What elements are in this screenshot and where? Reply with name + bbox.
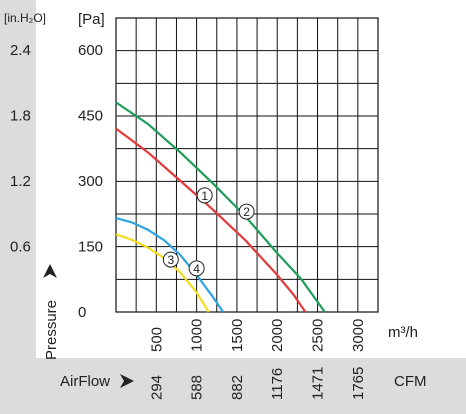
curve-marker-2: 2 xyxy=(238,203,255,220)
curves xyxy=(115,101,326,313)
bottom-axis-band xyxy=(0,358,466,414)
cfm-tick-label: 588 xyxy=(189,375,206,400)
m3h-tick-labels: 500 1000 1500 2000 2500 3000 xyxy=(148,319,367,352)
marker-label: 4 xyxy=(193,262,200,276)
cfm-tick-label: 1176 xyxy=(269,368,286,400)
m3h-tick-label: 500 xyxy=(148,327,165,352)
marker-circle xyxy=(188,260,205,277)
inh2o-tick-label: 0.6 xyxy=(10,239,31,256)
pa-tick-label: 0 xyxy=(78,304,86,321)
inh2o-tick-label: 1.2 xyxy=(10,173,31,190)
curve-1 xyxy=(115,127,307,313)
grid xyxy=(115,17,379,313)
cfm-tick-labels: 294 588 882 1176 1471 1765 xyxy=(148,367,367,400)
airflow-arrow-icon xyxy=(120,374,134,388)
marker-label: 3 xyxy=(167,253,174,267)
curve-marker-3: 3 xyxy=(162,251,179,268)
curve-2 xyxy=(115,101,326,313)
pressure-unit-inh2o: [in.H₂O] xyxy=(4,11,46,25)
inh2o-tick-label: 2.4 xyxy=(10,42,31,59)
marker-circle xyxy=(238,203,255,220)
left-axis-band xyxy=(0,0,36,414)
pa-tick-label: 600 xyxy=(78,42,103,59)
m3h-tick-label: 1000 xyxy=(189,319,206,352)
plot-frame xyxy=(115,17,379,313)
marker-circle xyxy=(162,251,179,268)
cfm-tick-label: 294 xyxy=(148,375,165,400)
m3h-tick-label: 2000 xyxy=(269,319,286,352)
pa-tick-label: 300 xyxy=(78,173,103,190)
airflow-unit-m3h: m³/h xyxy=(388,324,418,341)
pressure-unit-pa: [Pa] xyxy=(78,11,105,28)
curve-marker-1: 1 xyxy=(196,187,213,204)
pressure-axis-label: Pressure xyxy=(43,300,60,360)
cfm-tick-label: 882 xyxy=(229,375,246,400)
marker-label: 1 xyxy=(201,189,208,203)
airflow-axis-label: AirFlow xyxy=(60,373,110,390)
m3h-tick-label: 1500 xyxy=(229,319,246,352)
curve-4 xyxy=(115,217,225,313)
pressure-arrow-icon xyxy=(43,264,57,278)
curve-marker-4: 4 xyxy=(188,260,205,277)
inh2o-tick-label: 1.8 xyxy=(10,108,31,125)
marker-label: 2 xyxy=(243,205,250,219)
cfm-tick-label: 1471 xyxy=(310,367,327,400)
pa-tick-label: 150 xyxy=(78,239,103,256)
cfm-tick-label: 1765 xyxy=(350,367,367,400)
m3h-tick-label: 2500 xyxy=(310,319,327,352)
curve-markers: 1 2 3 4 xyxy=(162,187,255,277)
pa-tick-label: 450 xyxy=(78,108,103,125)
marker-circle xyxy=(196,187,213,204)
pa-tick-labels: 600 450 300 150 0 xyxy=(78,42,103,321)
m3h-tick-label: 3000 xyxy=(350,319,367,352)
inh2o-tick-labels: 2.4 1.8 1.2 0.6 xyxy=(10,42,31,256)
airflow-unit-cfm: CFM xyxy=(394,373,427,390)
